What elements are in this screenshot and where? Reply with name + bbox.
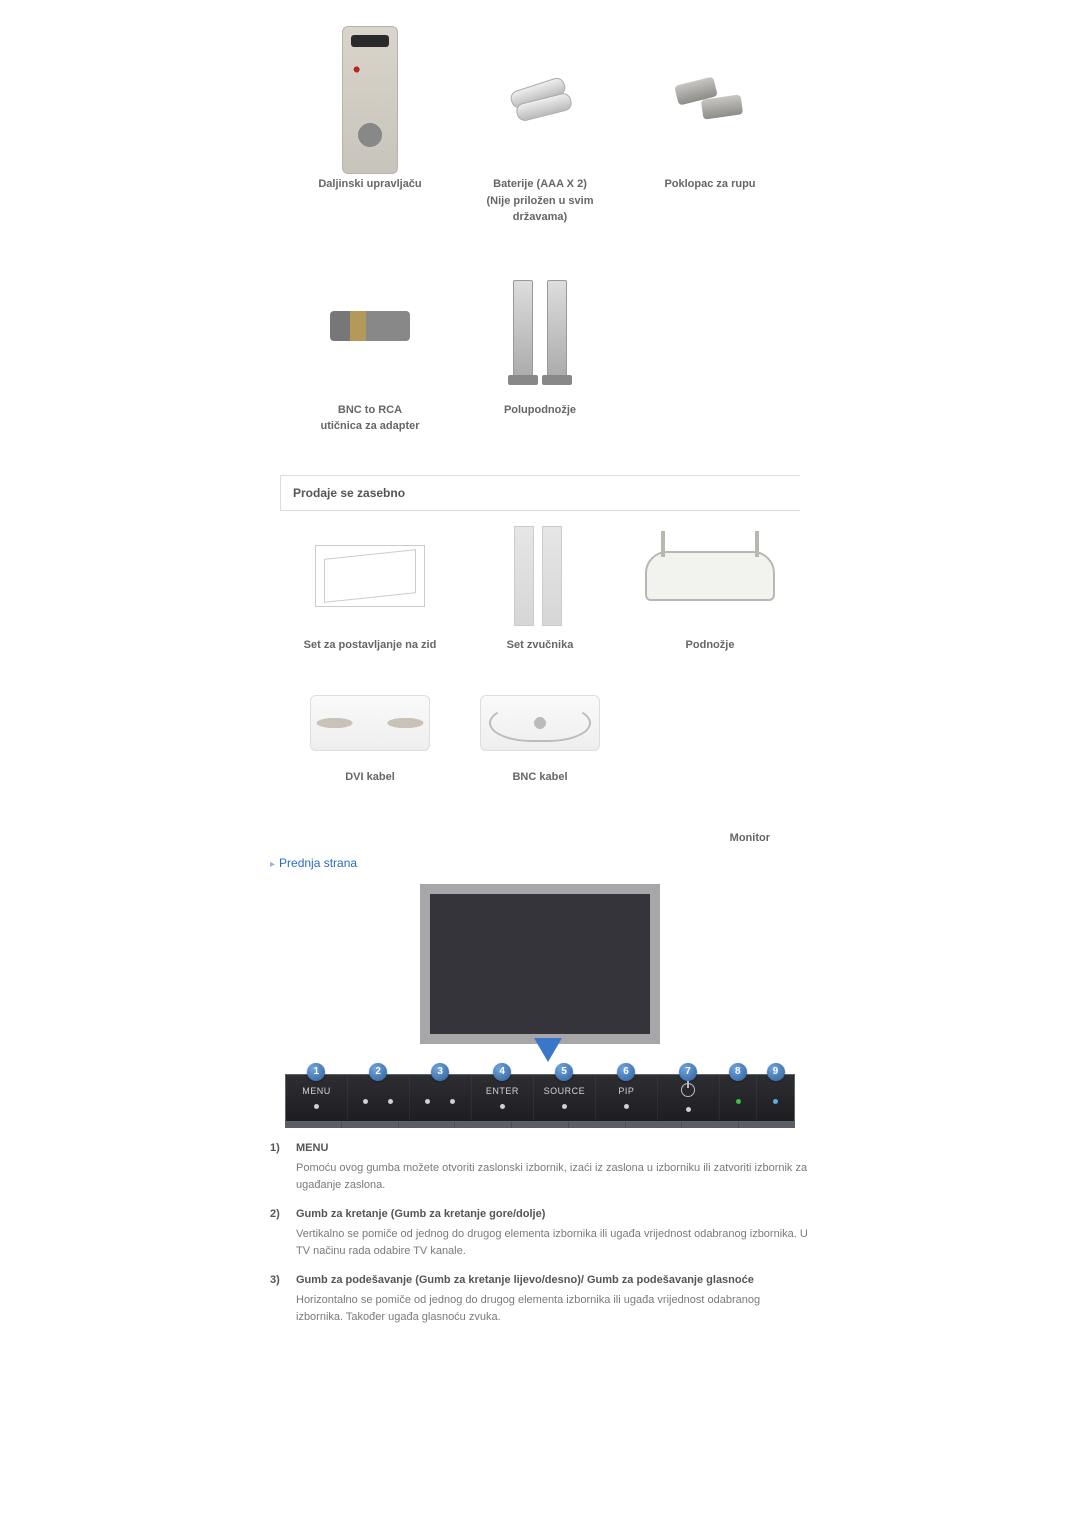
description-title: Gumb za kretanje (Gumb za kretanje gore/… bbox=[296, 1208, 810, 1220]
remote-image bbox=[342, 26, 398, 174]
item-speakers: Set zvučnika bbox=[455, 521, 625, 674]
accessories-row-1: Daljinski upravljaču Baterije (AAA X 2)(… bbox=[0, 30, 1080, 246]
description-text: Vertikalno se pomiče od jednog do drugog… bbox=[296, 1226, 810, 1260]
panel-slot-7: 7 bbox=[657, 1075, 719, 1121]
item-dvicable: DVI kabel bbox=[285, 683, 455, 806]
monitor-image bbox=[420, 884, 660, 1044]
panel-slot-2: 2 bbox=[347, 1075, 409, 1121]
accessory-bnc-rca: BNC to RCAutičnica za adapter bbox=[285, 256, 455, 455]
sold-row-2: DVI kabel BNC kabel bbox=[0, 683, 1080, 806]
description-number: 3) bbox=[270, 1274, 296, 1326]
accessory-semistand: Polupodnožje bbox=[455, 256, 625, 455]
covers-caption: Poklopac za rupu bbox=[625, 170, 795, 213]
bnccable-image bbox=[480, 695, 600, 751]
accessories-row-2: BNC to RCAutičnica za adapter Polupodnož… bbox=[0, 256, 1080, 455]
dvicable-image bbox=[310, 695, 430, 751]
description-body: Gumb za podešavanje (Gumb za kretanje li… bbox=[296, 1274, 810, 1326]
item-empty bbox=[625, 683, 795, 806]
accessory-covers: Poklopac za rupu bbox=[625, 30, 795, 246]
panel-badge-9: 9 bbox=[767, 1063, 785, 1081]
panel-slot-8: 8 bbox=[719, 1075, 757, 1121]
wallkit-caption: Set za postavljanje na zid bbox=[285, 631, 455, 674]
panel-slot-5: 5SOURCE bbox=[533, 1075, 595, 1121]
panel-bottom-strip bbox=[285, 1122, 795, 1128]
monitor-label: Monitor bbox=[270, 832, 810, 844]
description-number: 2) bbox=[270, 1208, 296, 1260]
description-body: MENU Pomoću ovog gumba možete otvoriti za… bbox=[296, 1142, 810, 1194]
panel-slot-9: 9 bbox=[756, 1075, 794, 1121]
bnccable-caption: BNC kabel bbox=[455, 763, 625, 806]
front-title: ▸ Prednja strana bbox=[270, 848, 810, 874]
dvicable-caption: DVI kabel bbox=[285, 763, 455, 806]
panel-badge-4: 4 bbox=[493, 1063, 511, 1081]
item-bnccable: BNC kabel bbox=[455, 683, 625, 806]
panel-slot-3: 3 bbox=[409, 1075, 471, 1121]
panel-nav-dots bbox=[363, 1091, 393, 1104]
accessory-remote: Daljinski upravljaču bbox=[285, 30, 455, 246]
panel-label-menu: MENU bbox=[302, 1086, 331, 1096]
panel-slot-1: 1MENU bbox=[286, 1075, 347, 1121]
chevron-right-icon: ▸ bbox=[270, 859, 275, 870]
panel-slot-4: 4ENTER bbox=[471, 1075, 533, 1121]
description-item: 3)Gumb za podešavanje (Gumb za kretanje … bbox=[270, 1274, 810, 1326]
description-text: Horizontalno se pomiče od jednog do drug… bbox=[296, 1292, 810, 1326]
description-list: 1)MENU Pomoću ovog gumba možete otvoriti … bbox=[270, 1142, 810, 1326]
batteries-image bbox=[510, 78, 570, 122]
stand-image bbox=[645, 551, 775, 601]
panel-label-pip: PIP bbox=[618, 1086, 634, 1096]
sold-separately-header: Prodaje se zasebno bbox=[280, 475, 800, 511]
power-icon bbox=[681, 1083, 695, 1097]
sold-row-1: Set za postavljanje na zid Set zvučnika … bbox=[0, 521, 1080, 674]
description-item: 2)Gumb za kretanje (Gumb za kretanje gor… bbox=[270, 1208, 810, 1260]
panel-badge-2: 2 bbox=[369, 1063, 387, 1081]
batteries-caption: Baterije (AAA X 2)(Nije priložen u svimd… bbox=[455, 170, 625, 246]
speakers-caption: Set zvučnika bbox=[455, 631, 625, 674]
covers-image bbox=[672, 77, 748, 123]
semistand-image bbox=[498, 272, 582, 380]
accessory-empty bbox=[625, 256, 795, 455]
description-text: Pomoću ovog gumba možete otvoriti zaslon… bbox=[296, 1160, 810, 1194]
description-title: Gumb za podešavanje (Gumb za kretanje li… bbox=[296, 1274, 810, 1286]
stand-caption: Podnožje bbox=[625, 631, 795, 674]
front-title-text: Prednja strana bbox=[279, 856, 357, 870]
item-stand: Podnožje bbox=[625, 521, 795, 674]
remote-caption: Daljinski upravljaču bbox=[285, 170, 455, 213]
panel-nav-dots bbox=[425, 1091, 455, 1104]
speakers-image bbox=[514, 526, 566, 626]
panel-slot-6: 6PIP bbox=[595, 1075, 657, 1121]
wallkit-image bbox=[315, 545, 425, 607]
panel-badge-7: 7 bbox=[679, 1063, 697, 1081]
semistand-caption: Polupodnožje bbox=[455, 396, 625, 439]
monitor-figure: 1MENU234ENTER5SOURCE6PIP789 bbox=[270, 884, 810, 1128]
description-body: Gumb za kretanje (Gumb za kretanje gore/… bbox=[296, 1208, 810, 1260]
led-green bbox=[736, 1099, 741, 1104]
panel-badge-3: 3 bbox=[431, 1063, 449, 1081]
description-item: 1)MENU Pomoću ovog gumba možete otvoriti … bbox=[270, 1142, 810, 1194]
panel-label-source: SOURCE bbox=[544, 1086, 586, 1096]
led-blue bbox=[773, 1099, 778, 1104]
description-title: MENU bbox=[296, 1142, 810, 1154]
description-number: 1) bbox=[270, 1142, 296, 1194]
panel-badge-5: 5 bbox=[555, 1063, 573, 1081]
panel-label-enter: ENTER bbox=[486, 1086, 519, 1096]
item-wallkit: Set za postavljanje na zid bbox=[285, 521, 455, 674]
bnc-rca-caption: BNC to RCAutičnica za adapter bbox=[285, 396, 455, 455]
panel-badge-6: 6 bbox=[617, 1063, 635, 1081]
front-panel: 1MENU234ENTER5SOURCE6PIP789 bbox=[285, 1074, 795, 1122]
accessory-batteries: Baterije (AAA X 2)(Nije priložen u svimd… bbox=[455, 30, 625, 246]
bnc-rca-image bbox=[330, 311, 410, 341]
panel-badge-1: 1 bbox=[307, 1063, 325, 1081]
panel-badge-8: 8 bbox=[729, 1063, 747, 1081]
